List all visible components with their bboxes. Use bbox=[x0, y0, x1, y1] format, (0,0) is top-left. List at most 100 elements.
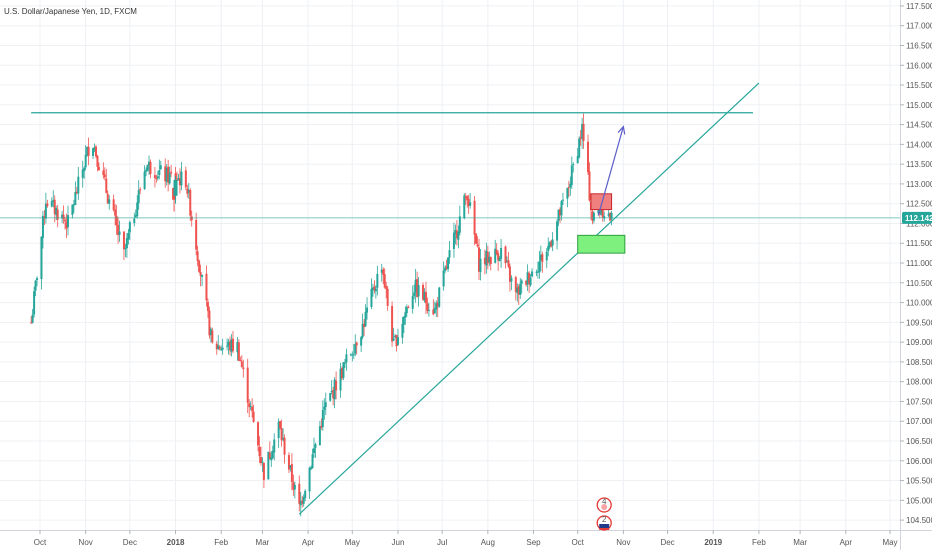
candle-body bbox=[479, 258, 482, 273]
candle-body bbox=[343, 362, 346, 364]
candle-body bbox=[34, 280, 37, 291]
price-axis-tick-label: 109.500 bbox=[906, 318, 932, 327]
event-markers[interactable]: 42 bbox=[596, 497, 612, 531]
candle-body bbox=[64, 219, 67, 222]
candle-body bbox=[355, 342, 358, 346]
time-axis-tick-label: Feb bbox=[752, 538, 766, 547]
candle-body bbox=[539, 254, 542, 261]
candle-body bbox=[115, 215, 118, 225]
candle-body bbox=[149, 161, 152, 174]
us-flag-icon bbox=[599, 524, 610, 528]
candle-body bbox=[329, 392, 332, 401]
candle-body bbox=[376, 273, 379, 288]
candle-body bbox=[122, 231, 125, 250]
grid-layer bbox=[0, 0, 900, 530]
price-axis-tick-label: 107.000 bbox=[906, 417, 932, 426]
candle-body bbox=[464, 196, 467, 198]
candle-body bbox=[569, 183, 572, 188]
candle-body bbox=[407, 306, 410, 309]
candle-body bbox=[423, 291, 426, 301]
candle-body bbox=[52, 200, 55, 203]
candle-body bbox=[436, 302, 439, 307]
time-axis-tick-label: May bbox=[882, 538, 897, 547]
candle-body bbox=[153, 175, 156, 178]
candle-body bbox=[452, 232, 455, 249]
candle-body bbox=[196, 251, 199, 262]
time-axis-tick-label: Apr bbox=[302, 538, 315, 547]
candles-layer bbox=[30, 113, 613, 517]
candle-body bbox=[215, 343, 218, 350]
time-axis-tick-label: 2018 bbox=[167, 538, 185, 547]
candle-body bbox=[340, 368, 343, 379]
candle-body bbox=[505, 261, 508, 263]
candle-body bbox=[394, 335, 397, 337]
candle-body bbox=[299, 500, 302, 506]
candle-body bbox=[229, 341, 232, 351]
time-axis-tick-label: Oct bbox=[571, 538, 584, 547]
candle-body bbox=[566, 187, 569, 199]
candle-body bbox=[177, 178, 180, 180]
candle-body bbox=[259, 457, 262, 464]
time-axis-tick-label: Apr bbox=[840, 538, 853, 547]
time-axis-tick-label: Dec bbox=[123, 538, 137, 547]
candle-body bbox=[236, 342, 239, 353]
candle-body bbox=[467, 198, 470, 206]
candle-body bbox=[373, 286, 376, 291]
candle-body bbox=[103, 174, 106, 178]
candle-body bbox=[414, 279, 417, 293]
candle-body bbox=[547, 245, 550, 252]
candle-body bbox=[488, 256, 491, 263]
candle-body bbox=[541, 254, 544, 262]
candle-body bbox=[248, 403, 251, 408]
candle-body bbox=[77, 176, 80, 194]
candle-body bbox=[61, 214, 64, 219]
candle-body bbox=[184, 170, 187, 188]
candle-body bbox=[106, 193, 109, 204]
candle-body bbox=[392, 338, 395, 341]
buy-zone-rectangle[interactable] bbox=[577, 234, 626, 254]
candle-body bbox=[339, 368, 342, 391]
candle-body bbox=[333, 379, 336, 400]
price-axis-tick-label: 108.000 bbox=[906, 378, 932, 387]
candle-body bbox=[83, 167, 86, 172]
candle-body bbox=[283, 437, 286, 455]
price-axis-tick-label: 110.000 bbox=[906, 299, 932, 308]
price-axis-tick-label: 108.500 bbox=[906, 358, 932, 367]
candle-body bbox=[448, 250, 451, 258]
price-axis-tick-label: 116.000 bbox=[906, 61, 932, 70]
candle-body bbox=[529, 277, 532, 286]
price-axis-tick-label: 117.000 bbox=[906, 22, 932, 31]
candle-body bbox=[525, 280, 528, 285]
candle-body bbox=[438, 287, 441, 307]
candle-body bbox=[165, 168, 168, 182]
time-axis[interactable]: Oct Nov Dec 2018 Feb Mar Apr May Jun Jul Aug Sep Oct… bbox=[0, 530, 932, 547]
candle-body bbox=[561, 199, 564, 201]
candle-body bbox=[71, 204, 74, 215]
price-axis-tick-label: 105.500 bbox=[906, 477, 932, 486]
candle-body bbox=[551, 239, 554, 246]
candle-body bbox=[498, 258, 501, 262]
candle-body bbox=[536, 271, 539, 273]
candle-body bbox=[271, 450, 274, 459]
candle-body bbox=[159, 165, 162, 170]
candle-body bbox=[592, 212, 595, 221]
price-axis[interactable]: 117.500 117.000 116.500 116.000 115.500 115.0… bbox=[900, 0, 932, 550]
candle-body bbox=[485, 250, 488, 266]
time-axis-tick-label: Sep bbox=[526, 538, 541, 547]
candle-body bbox=[435, 303, 438, 310]
ascending-trendline[interactable] bbox=[298, 82, 760, 515]
candle-body bbox=[289, 465, 292, 469]
candle-body bbox=[62, 214, 65, 219]
price-axis-tick-label: 106.000 bbox=[906, 457, 932, 466]
candle-body bbox=[510, 277, 513, 282]
candle-body bbox=[603, 216, 606, 219]
candle-body bbox=[560, 201, 563, 216]
candle-body bbox=[258, 447, 261, 457]
candle-body bbox=[124, 248, 127, 250]
candle-body bbox=[114, 209, 117, 216]
sell-zone-rectangle[interactable] bbox=[590, 193, 613, 211]
forecast-arrow[interactable] bbox=[597, 126, 624, 216]
candle-body bbox=[588, 171, 591, 201]
candle-body bbox=[186, 188, 189, 194]
